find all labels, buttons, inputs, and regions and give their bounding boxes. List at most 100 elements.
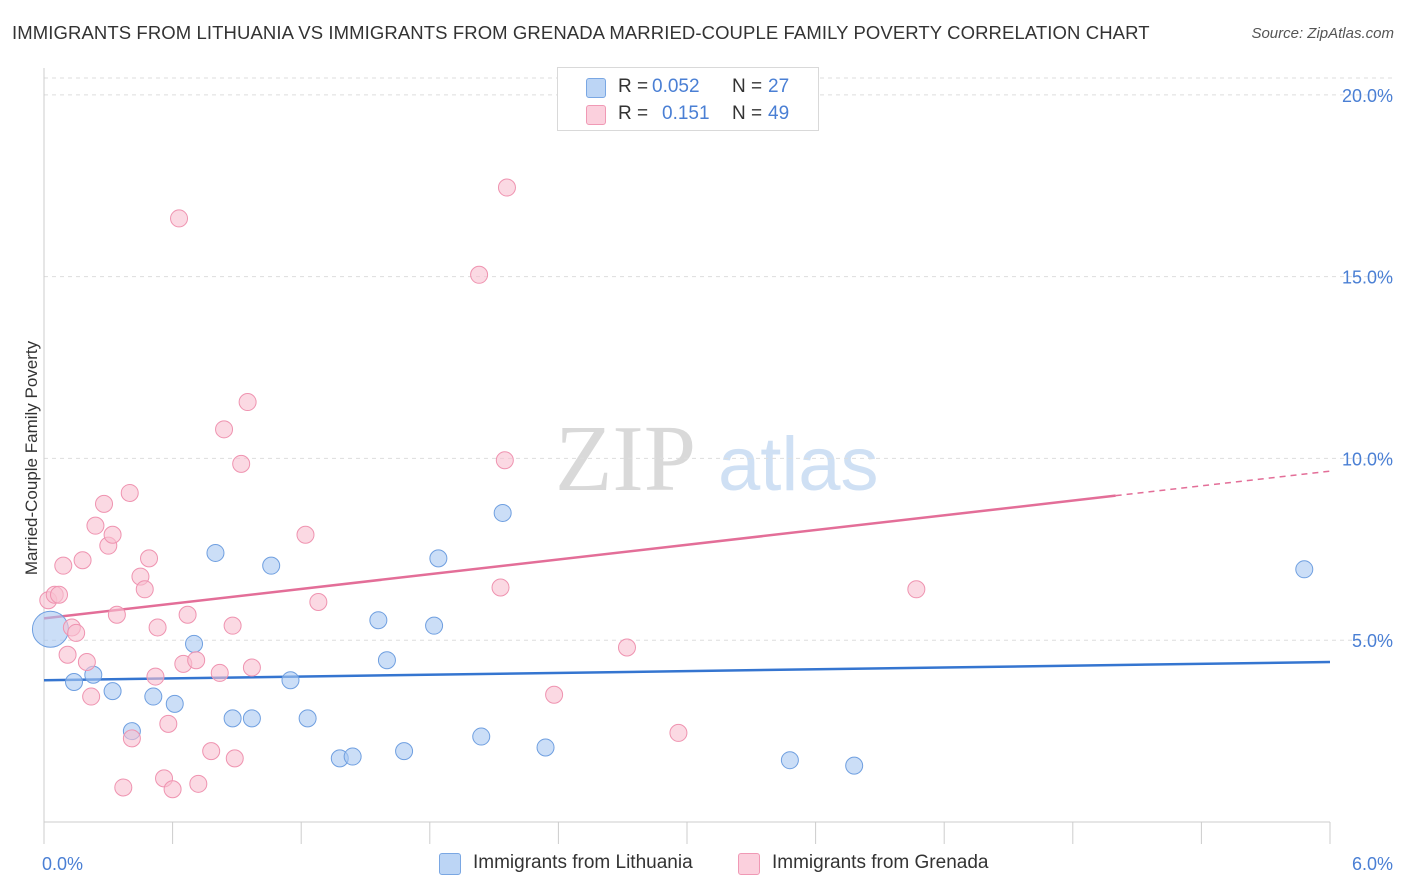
lithuania-point: [262, 556, 281, 575]
legend-r-value: 0.052: [652, 76, 700, 97]
lithuania-point: [242, 709, 261, 728]
grenada-point: [135, 580, 154, 599]
lithuania-swatch: [586, 78, 606, 98]
lithuania-point: [31, 610, 69, 648]
grenada-swatch: [586, 105, 606, 125]
lithuania-point: [395, 742, 414, 761]
grenada-point: [58, 645, 77, 664]
y-tick-label: 20.0%: [1342, 86, 1393, 106]
legend-r-label: R =: [618, 76, 649, 97]
grenada-trend-line: [43, 494, 1116, 620]
source-label: Source: ZipAtlas.com: [1251, 25, 1394, 42]
lithuania-trend-line: [43, 660, 1331, 682]
lithuania-point: [281, 671, 300, 690]
grenada-trend-line-projection: [1115, 470, 1331, 497]
lithuania-swatch: [439, 853, 461, 875]
grenada-point: [163, 780, 182, 799]
grenada-point: [470, 265, 489, 284]
grenada-point: [77, 653, 96, 672]
lithuania-point: [144, 687, 163, 706]
grenada-point: [223, 616, 242, 635]
grenada-point: [296, 525, 315, 544]
legend-n-label: N =: [732, 103, 763, 124]
grid-lines: [44, 77, 1392, 641]
grenada-point: [309, 593, 328, 612]
legend-r-value: 0.151: [662, 103, 710, 124]
grenada-point: [491, 578, 510, 597]
lithuania-point: [185, 634, 204, 653]
grenada-point: [497, 178, 516, 197]
tick-labels: 5.0% 10.0% 15.0% 20.0% 0.0% 6.0%: [42, 86, 1393, 874]
axes: [43, 68, 1331, 844]
legend-label-grenada: Immigrants from Grenada: [772, 852, 989, 873]
grenada-point: [545, 685, 564, 704]
lithuania-point: [780, 751, 799, 770]
y-tick-label: 10.0%: [1342, 449, 1393, 469]
lithuania-point: [845, 756, 864, 775]
grenada-point: [170, 209, 189, 228]
lithuania-point: [472, 727, 491, 746]
x-tick-label: 0.0%: [42, 854, 83, 874]
chart-title: IMMIGRANTS FROM LITHUANIA VS IMMIGRANTS …: [12, 22, 1150, 43]
trend-lines: [43, 470, 1331, 682]
watermark-atlas: atlas: [718, 422, 879, 507]
y-tick-label: 15.0%: [1342, 268, 1393, 288]
grenada-point: [95, 494, 114, 513]
grenada-point: [122, 729, 141, 748]
legend-n-value: 27: [768, 76, 790, 97]
grenada-point: [120, 483, 139, 502]
grenada-point: [225, 749, 244, 768]
grenada-point: [178, 605, 197, 624]
grenada-swatch: [738, 853, 760, 875]
lithuania-point: [1295, 560, 1314, 579]
lithuania-point: [103, 682, 122, 701]
grenada-point: [67, 623, 86, 642]
lithuania-point: [206, 543, 225, 562]
grenada-point: [669, 723, 688, 742]
lithuania-point: [377, 651, 396, 670]
lithuania-point: [343, 747, 362, 766]
legend-r-label: R =: [618, 103, 649, 124]
grenada-point: [50, 585, 69, 604]
grenada-point: [114, 778, 133, 797]
grenada-point: [189, 774, 208, 793]
lithuania-point: [425, 616, 444, 635]
grenada-point: [82, 687, 101, 706]
lithuania-point: [298, 709, 317, 728]
legend-n-value: 49: [768, 103, 790, 124]
lithuania-point: [493, 503, 512, 522]
legend-n-label: N =: [732, 76, 763, 97]
grenada-point: [103, 525, 122, 544]
y-tick-label: 5.0%: [1352, 631, 1393, 651]
grenada-point: [238, 393, 257, 412]
grenada-point: [617, 638, 636, 657]
lithuania-point: [223, 709, 242, 728]
lithuania-point: [536, 738, 555, 757]
grenada-point: [148, 618, 167, 637]
correlation-legend: R = 0.052 N = 27 R = 0.151 N = 49: [557, 67, 819, 131]
lithuania-point: [65, 673, 84, 692]
grenada-point: [107, 605, 126, 624]
grenada-point: [495, 451, 514, 470]
lithuania-point: [369, 611, 388, 630]
grenada-point: [907, 580, 926, 599]
grenada-point: [86, 516, 105, 535]
grenada-point: [215, 420, 234, 439]
legend-label-lithuania: Immigrants from Lithuania: [473, 852, 693, 873]
lithuania-point: [165, 694, 184, 713]
grenada-point: [140, 549, 159, 568]
x-tick-label: 6.0%: [1352, 854, 1393, 874]
lithuania-point: [429, 549, 448, 568]
scatter-points: [31, 178, 1314, 799]
grenada-point: [159, 714, 178, 733]
grenada-point: [202, 742, 221, 761]
grenada-point: [146, 667, 165, 686]
grenada-point: [73, 551, 92, 570]
watermark-zip: ZIP: [555, 407, 696, 511]
grenada-point: [242, 658, 261, 677]
y-axis-label: Married-Couple Family Poverty: [22, 340, 41, 575]
grenada-point: [210, 663, 229, 682]
grenada-point: [54, 556, 73, 575]
grenada-point: [187, 651, 206, 670]
